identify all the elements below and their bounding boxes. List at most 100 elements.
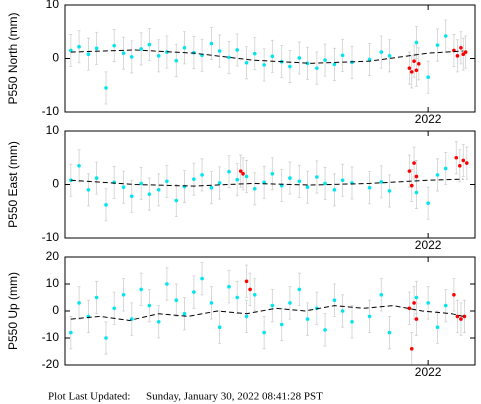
data-point — [156, 188, 161, 192]
data-point — [192, 177, 196, 181]
data-point — [270, 303, 275, 308]
data-point — [443, 166, 448, 171]
footer-label: Plot Last Updated: — [48, 391, 131, 403]
data-point — [217, 325, 222, 330]
data-point — [379, 293, 384, 297]
data-point — [455, 54, 460, 58]
model-line — [70, 305, 464, 321]
data-point — [323, 328, 327, 332]
data-point — [350, 320, 354, 324]
data-point — [426, 75, 430, 80]
plot-frame — [64, 130, 476, 239]
data-point — [270, 172, 275, 176]
data-point — [409, 183, 414, 188]
data-point — [227, 55, 231, 60]
data-point — [147, 42, 152, 47]
data-point — [235, 295, 239, 300]
data-point — [252, 51, 257, 56]
data-point — [461, 158, 466, 163]
data-point — [244, 314, 249, 319]
data-point — [414, 68, 419, 73]
data-point — [77, 44, 81, 49]
y-tick-label: 10 — [46, 0, 60, 11]
panel: -10 0 10 2022 P550 North (mm) — [6, 0, 476, 126]
data-point — [165, 282, 169, 286]
data-point — [459, 317, 463, 321]
data-point — [332, 188, 337, 192]
data-point — [379, 180, 384, 184]
data-point — [121, 293, 126, 297]
data-point — [288, 176, 292, 180]
data-point — [139, 287, 143, 292]
data-point — [367, 314, 372, 319]
data-point — [315, 175, 319, 179]
model-line — [70, 178, 464, 187]
data-point — [305, 185, 310, 189]
data-point — [244, 60, 249, 65]
data-point — [121, 185, 126, 189]
data-point — [248, 287, 252, 292]
data-point — [387, 330, 392, 335]
y-tick-label: -10 — [42, 230, 60, 244]
data-point — [94, 295, 99, 300]
y-tick-label: 10 — [46, 276, 60, 290]
data-point — [104, 336, 108, 340]
data-point — [139, 47, 143, 51]
y-axis-label: P550 East (mm) — [6, 141, 20, 228]
data-point — [94, 176, 99, 180]
data-point — [454, 155, 459, 160]
data-point — [416, 62, 421, 66]
data-point — [414, 317, 419, 321]
y-tick-label: 10 — [46, 123, 60, 137]
y-tick-label: 0 — [52, 303, 59, 317]
data-point — [412, 59, 416, 63]
data-point — [262, 330, 266, 335]
data-point — [270, 54, 275, 59]
data-point — [235, 48, 239, 52]
data-point — [435, 325, 440, 330]
data-point — [332, 298, 337, 303]
data-point — [112, 306, 116, 311]
data-point — [407, 169, 412, 173]
data-point — [407, 66, 412, 70]
data-point — [412, 161, 416, 165]
data-point — [200, 276, 204, 281]
data-point — [182, 46, 187, 50]
data-point — [238, 169, 243, 173]
data-point — [457, 163, 462, 168]
y-tick-label: -10 — [42, 104, 60, 118]
data-point — [174, 58, 179, 63]
panel: -20 -10 0 10 20 2022 P550 Up (mm) — [6, 249, 476, 379]
data-point — [426, 201, 430, 206]
data-point — [414, 295, 419, 300]
data-point — [94, 46, 99, 51]
data-point — [332, 62, 337, 67]
y-tick-label: 0 — [52, 177, 59, 191]
y-tick-label: 0 — [52, 51, 59, 65]
data-point — [129, 194, 134, 199]
data-point — [407, 306, 412, 311]
data-point — [414, 174, 419, 179]
data-point — [192, 290, 196, 294]
data-point — [288, 64, 292, 69]
data-point — [69, 48, 73, 53]
data-point — [147, 192, 152, 196]
panel: -10 0 10 2022 P550 East (mm) — [6, 123, 476, 252]
data-point — [262, 63, 266, 67]
data-point — [323, 58, 327, 62]
data-point — [297, 287, 302, 292]
data-point — [340, 309, 345, 313]
data-point — [112, 43, 116, 48]
data-point — [412, 301, 416, 305]
data-point — [182, 311, 187, 316]
data-point — [443, 34, 448, 38]
data-point — [462, 314, 467, 319]
data-point — [252, 293, 257, 297]
data-point — [305, 61, 310, 66]
y-tick-label: -20 — [42, 357, 60, 371]
data-point — [139, 181, 143, 186]
data-point — [367, 57, 372, 62]
y-tick-label: -10 — [42, 330, 60, 344]
data-point — [465, 161, 469, 165]
footer-timestamp: Sunday, January 30, 2022 08:41:28 PST — [146, 391, 323, 403]
